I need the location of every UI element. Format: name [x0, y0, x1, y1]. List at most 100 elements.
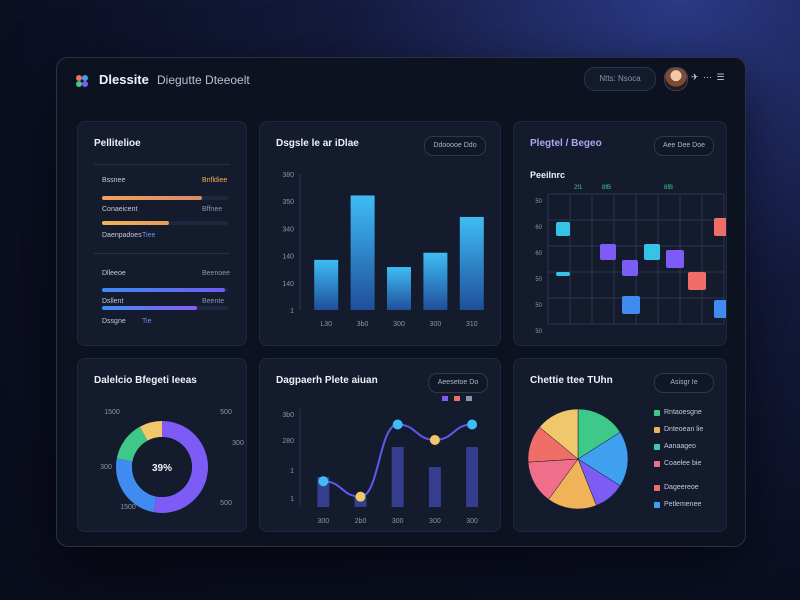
y-tick-label: 350 — [282, 199, 294, 206]
progress-label: Daenpadoes — [102, 232, 142, 239]
legend-swatch — [654, 410, 660, 416]
line-chart: 1 1 280 3b0 300 2b0 300 300 300 — [282, 396, 479, 525]
progress-fill — [102, 306, 197, 310]
column-bar — [354, 497, 367, 507]
card-title: Dagpaerh Plete aiuan — [276, 375, 378, 386]
progress-fill — [102, 221, 169, 225]
column-bar — [428, 467, 441, 507]
x-tick-label: L30 — [320, 321, 332, 328]
data-point — [318, 476, 329, 487]
legend-swatch — [654, 444, 660, 450]
donut-label: 1500 — [120, 504, 136, 511]
progress-label: Dlleeoe — [102, 270, 126, 277]
filter-pill[interactable]: Aee Dee Doe — [654, 136, 714, 156]
x-tick-label: 300 — [393, 321, 405, 328]
column-bar — [391, 447, 404, 507]
data-point — [355, 491, 366, 502]
row-label: 50 — [535, 199, 542, 205]
legend-swatch — [654, 461, 660, 467]
y-tick-label: 140 — [282, 254, 294, 261]
heat-cell — [556, 222, 570, 236]
legend-swatch — [442, 396, 448, 401]
row-label: 60 — [535, 251, 542, 257]
card-title: Dsgsle le ar iDlae — [276, 138, 359, 149]
donut-segment — [139, 421, 162, 441]
donut-label: 300 — [232, 440, 244, 447]
progress-label: Dsllent — [102, 298, 124, 305]
card-title: Chettie ttee TUhn — [530, 375, 613, 386]
donut-label: 500 — [220, 500, 232, 507]
progress-value: Tiee — [142, 232, 156, 239]
x-tick-label: 300 — [466, 518, 478, 525]
card-heatmap: Plegtel / Begeo Aee Dee Doe Peeilnrc 2f1 8… — [513, 121, 727, 346]
donut-label: 1500 — [104, 409, 120, 416]
card-title: Dalelcio Bfegeti Ieeas — [94, 375, 197, 386]
progress-fill — [102, 288, 225, 292]
y-tick-label: 140 — [282, 281, 294, 288]
dashboard-window: Dlessite Diegutte Dteeoelt Ntts: Nsoca ✈… — [56, 57, 746, 547]
progress-value: Beenoee — [202, 270, 231, 277]
legend-label: Dnteoean lie — [664, 426, 704, 433]
col-label: 2f1 — [574, 185, 583, 191]
donut-segment — [153, 421, 208, 513]
avatar[interactable] — [664, 67, 688, 91]
bar — [423, 252, 448, 310]
progress-value: Bnfldiee — [202, 177, 228, 184]
x-tick-label: 300 — [317, 518, 329, 525]
row-label: 50 — [535, 277, 542, 283]
app-logo-icon — [76, 75, 88, 87]
progress-fill — [102, 196, 202, 200]
progress-label: Dssgne — [102, 318, 126, 325]
legend-swatch — [454, 396, 460, 401]
col-label: 8fB — [602, 185, 611, 191]
filter-pill[interactable]: Ddooooe Ddo — [424, 136, 486, 156]
progress-value: Bffnee — [202, 206, 223, 213]
progress-label: Bssnee — [102, 177, 126, 184]
bar-chart: 1 140 140 340 350 380 L30 3b0 300 300 310 — [282, 172, 484, 328]
divider — [94, 164, 230, 165]
data-point — [392, 419, 403, 430]
donut-segment — [116, 426, 148, 462]
card-title: Plegtel / Begeo — [530, 138, 602, 149]
pie-slice — [577, 408, 621, 460]
data-point — [467, 419, 478, 430]
x-tick-label: 300 — [429, 518, 441, 525]
legend-label: Petlemenee — [664, 501, 702, 508]
y-tick-label: 1 — [290, 308, 294, 315]
x-tick-label: 300 — [392, 518, 404, 525]
filter-pill[interactable]: Aeesetoe Do — [428, 373, 488, 393]
legend-label: Coaelee bie — [664, 460, 702, 467]
x-tick-label: 3b0 — [357, 321, 369, 328]
legend-label: Dageereoe — [664, 484, 699, 491]
row-label: 60 — [535, 225, 542, 231]
card-donut: Dalelcio Bfegeti Ieeas 39% 1500 500 300 300 5… — [77, 358, 247, 532]
progress-value: Tie — [142, 318, 152, 325]
y-tick-label: 3b0 — [282, 412, 294, 419]
heat-cell — [688, 272, 706, 290]
data-point — [429, 434, 440, 445]
progress-label: Conaeicent — [102, 206, 138, 213]
legend-swatch — [654, 502, 660, 508]
search-pill[interactable]: Ntts: Nsoca — [584, 67, 656, 91]
heat-cell — [644, 244, 660, 260]
header-icons[interactable]: ✈ ⋯ ☰ — [691, 72, 726, 82]
donut-segment — [116, 458, 157, 513]
bar — [350, 195, 375, 310]
donut-center-label: 39% — [152, 463, 172, 474]
heat-cell — [714, 218, 726, 236]
app-subtitle: Diegutte Dteeoelt — [157, 73, 250, 87]
progress-value: Beente — [202, 298, 225, 305]
x-tick-label: 2b0 — [355, 518, 367, 525]
heat-cell — [622, 260, 638, 276]
bar — [459, 216, 484, 310]
pie-chart — [527, 408, 629, 510]
bar — [387, 267, 411, 310]
donut-chart: 39% 1500 500 300 300 500 1500 — [100, 409, 244, 513]
card-line-chart: Dagpaerh Plete aiuan Aeesetoe Do 1 1 280 3b… — [259, 358, 501, 532]
y-tick-label: 340 — [282, 226, 294, 233]
filter-pill[interactable]: Asisgr Ie — [654, 373, 714, 393]
col-label: 8fB — [664, 185, 673, 191]
heat-cell — [714, 300, 726, 318]
heatmap-subtitle: Peeilnrc — [530, 170, 565, 180]
card-progress: Pellitelioe Bssnee Bnfldiee Conaeicent Bffn… — [77, 121, 247, 346]
